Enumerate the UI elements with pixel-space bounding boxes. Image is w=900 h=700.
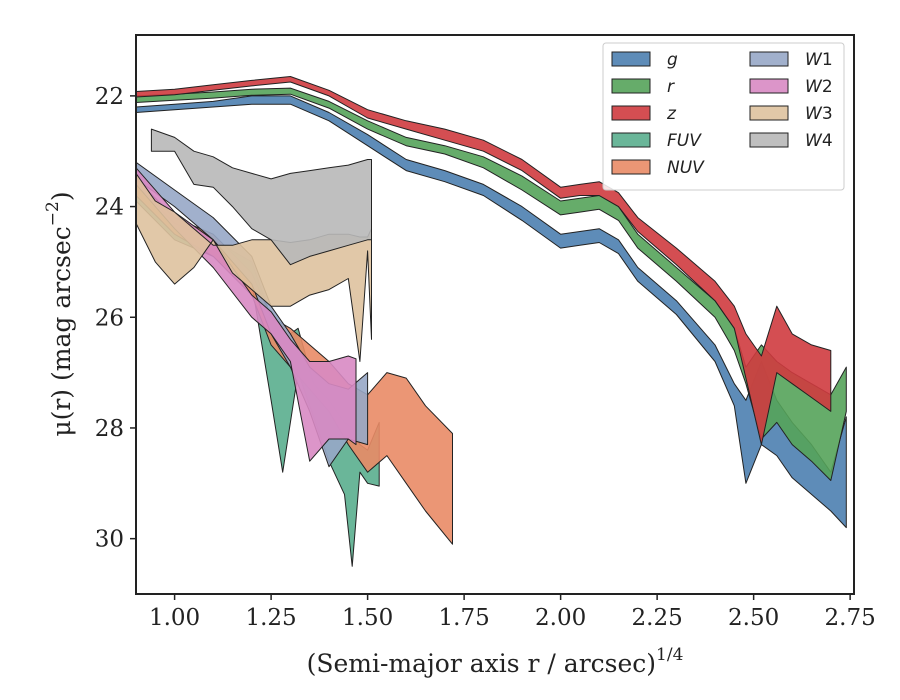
legend-swatch-r	[611, 78, 651, 94]
plot-frame	[135, 34, 855, 595]
legend-swatch-W1	[749, 51, 789, 67]
band-W4	[150, 128, 372, 266]
surface-brightness-bands	[136, 76, 847, 567]
x-tick-label: 2.50	[728, 605, 779, 631]
band-g	[136, 95, 847, 529]
legend-label-z: z	[666, 104, 677, 124]
y-axis-title-main: μ(r) (mag arcsec	[47, 226, 76, 436]
x-tick-label: 1.75	[439, 605, 490, 631]
legend-label-W3: W3	[805, 104, 833, 124]
legend-swatch-FUV	[611, 132, 651, 148]
x-tick-label: 2.25	[632, 605, 683, 631]
x-axis-title-main: (Semi-major axis r / arcsec)	[307, 649, 656, 678]
legend-swatch-W4	[749, 132, 789, 148]
y-axis-title-exponent: −2	[43, 201, 63, 226]
y-tick-label: 24	[95, 195, 124, 221]
x-tick-label: 1.50	[342, 605, 393, 631]
band-r	[136, 87, 847, 481]
legend-label-W1: W1	[805, 50, 833, 70]
x-axis-title-exponent: 1/4	[656, 645, 683, 665]
legend-swatch-W3	[749, 105, 789, 121]
legend-swatch-g	[611, 51, 651, 67]
legend-label-r: r	[667, 77, 675, 97]
x-tick-label: 2.75	[825, 605, 876, 631]
y-tick-label: 22	[95, 84, 124, 110]
legend-label-W2: W2	[805, 77, 833, 97]
legend-swatch-z	[611, 105, 651, 121]
x-tick-label: 1.25	[245, 605, 296, 631]
x-axis: 1.00 1.25 1.50 1.75 2.00 2.25 2.50 2.75	[149, 594, 876, 631]
legend: grz FUV NUV W1 W2 W3 W4	[602, 42, 845, 191]
y-axis: 22 24 26 28 30	[95, 84, 136, 553]
legend-label-W4: W4	[805, 131, 833, 151]
legend-label-FUV: FUV	[667, 131, 702, 151]
legend-swatch-NUV	[611, 159, 651, 175]
x-tick-label: 2.00	[535, 605, 586, 631]
band-z	[136, 76, 832, 446]
y-tick-label: 26	[95, 305, 124, 331]
x-axis-title: (Semi-major axis r / arcsec)1/4	[307, 645, 684, 678]
legend-label-g: g	[667, 50, 678, 70]
legend-swatch-W2	[749, 78, 789, 94]
y-axis-title: μ(r) (mag arcsec−2)	[43, 191, 76, 436]
x-tick-label: 1.00	[149, 605, 200, 631]
legend-label-NUV: NUV	[667, 158, 705, 178]
y-tick-label: 30	[95, 527, 124, 553]
y-tick-label: 28	[95, 416, 124, 442]
y-axis-title-tail: )	[47, 191, 76, 201]
band-W3	[136, 172, 372, 362]
